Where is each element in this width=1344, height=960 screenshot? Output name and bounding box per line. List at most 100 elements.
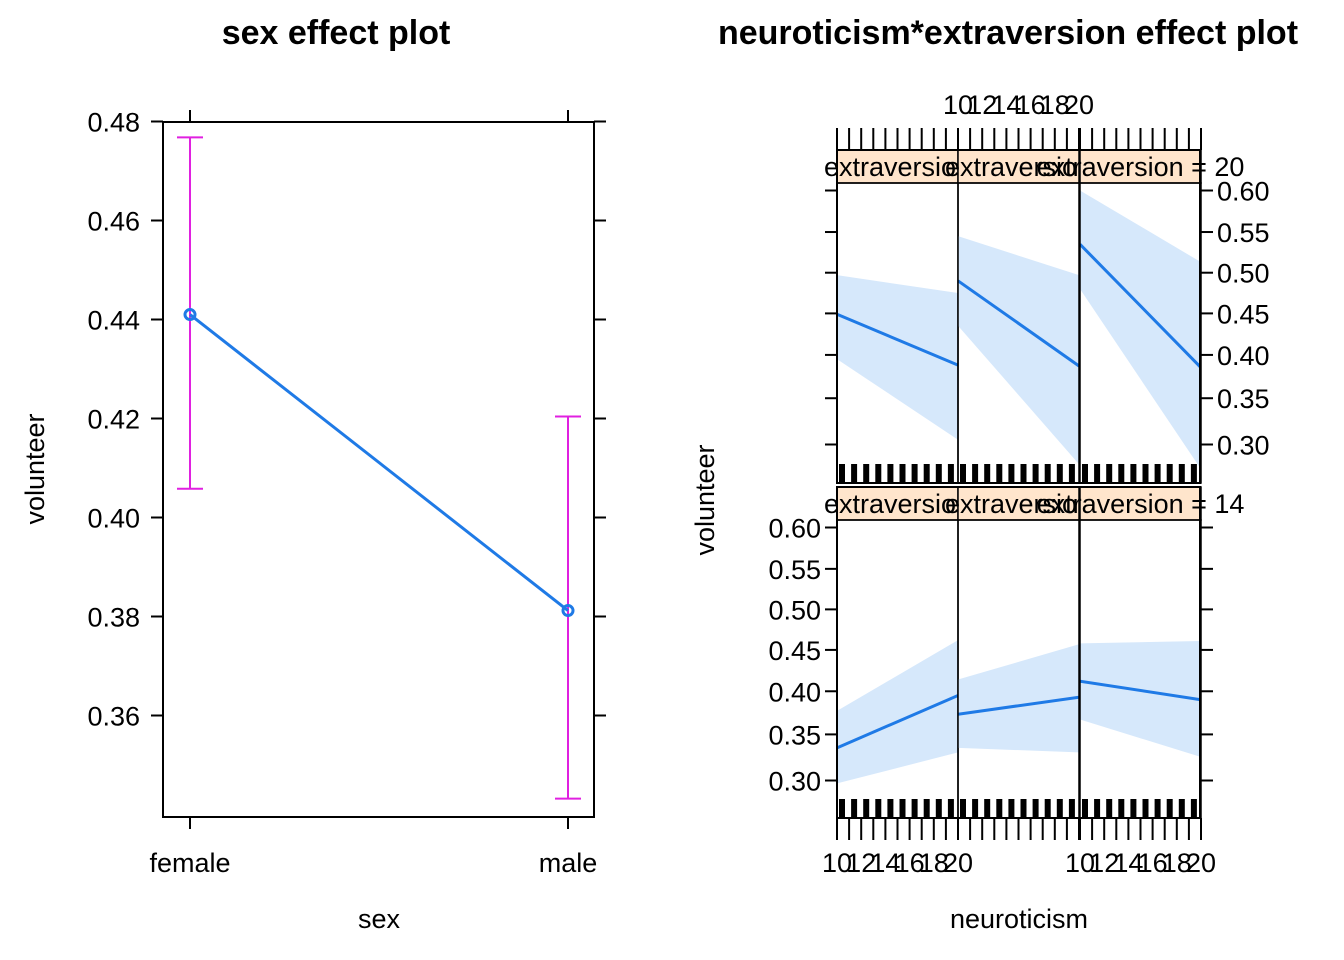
rug-mark <box>1044 799 1051 818</box>
rug-mark <box>899 464 906 483</box>
confidence-band <box>1080 190 1201 470</box>
rug-mark <box>996 799 1003 818</box>
y-tick-label: 0.36 <box>87 702 140 732</box>
x-tick-label-bottom: 16 <box>1138 848 1168 878</box>
chart-title-interaction: neuroticism*extraversion effect plot <box>718 14 1298 52</box>
panel-top-1: extraversion <box>945 149 1092 484</box>
rug-mark <box>1118 464 1125 483</box>
y-tick-label-left: 0.35 <box>768 720 821 750</box>
rug-mark <box>1106 799 1113 818</box>
y-tick-label-right: 0.35 <box>1217 384 1270 414</box>
effect-line <box>958 695 1079 716</box>
rug-mark <box>839 464 845 483</box>
rug-mark <box>1118 799 1125 818</box>
rug-mark <box>1094 799 1101 818</box>
rug-mark <box>1154 464 1161 483</box>
y-tick-label-left: 0.50 <box>768 595 821 625</box>
rug-mark <box>1056 464 1063 483</box>
rug-mark <box>851 464 858 483</box>
x-tick-label-male: male <box>539 848 598 878</box>
rug-mark <box>887 799 894 818</box>
rug-mark <box>972 799 979 818</box>
rug-mark <box>1142 464 1149 483</box>
rug-mark <box>935 799 942 818</box>
x-tick-label-female: female <box>149 848 230 878</box>
neuroticism-extraversion-effect-plot: neuroticism*extraversion effect plot neu… <box>690 14 1298 934</box>
rug-mark <box>1190 464 1197 483</box>
y-tick-label-left: 0.30 <box>768 767 821 797</box>
rug-mark <box>911 799 918 818</box>
effect-line <box>958 279 1079 368</box>
x-tick-label-top: 14 <box>991 90 1021 120</box>
confidence-band <box>1080 640 1201 757</box>
panel-plot-area <box>1080 190 1201 483</box>
rug-mark <box>1032 464 1039 483</box>
rug-mark <box>1178 464 1185 483</box>
y-tick-label-right: 0.30 <box>1217 431 1270 461</box>
y-tick-label-left: 0.45 <box>768 636 821 666</box>
panel-plot-area <box>958 236 1079 483</box>
y-tick-label: 0.46 <box>87 207 140 237</box>
rug-mark <box>875 799 882 818</box>
x-tick-label-top: 18 <box>1040 90 1070 120</box>
effect-line <box>1080 679 1201 702</box>
strip-label: extraversion <box>824 152 971 182</box>
x-tick-label-bottom: 10 <box>1065 848 1095 878</box>
x-tick-label-bottom: 20 <box>1186 848 1216 878</box>
chart-title-sex: sex effect plot <box>222 14 451 52</box>
rug-mark <box>863 464 870 483</box>
rug-mark <box>935 464 942 483</box>
rug-mark <box>863 799 870 818</box>
confidence-band <box>958 236 1079 465</box>
rug-mark <box>1154 799 1161 818</box>
panel-plot-area <box>1080 640 1201 818</box>
y-tick-label-right: 0.45 <box>1217 299 1270 329</box>
rug-mark <box>1056 799 1063 818</box>
x-tick-label-bottom: 14 <box>870 848 900 878</box>
rug-mark <box>1082 464 1088 483</box>
panel-top-0: extraversion <box>824 149 971 484</box>
sex-effect-plot: sex effect plot sex volunteer female male… <box>20 14 606 934</box>
y-tick-label-left: 0.55 <box>768 555 821 585</box>
x-tick-label-bottom: 12 <box>846 848 876 878</box>
rug-mark <box>1166 799 1173 818</box>
rug-mark <box>947 464 954 483</box>
strip-label: extraversion <box>824 489 971 519</box>
rug-mark <box>1130 799 1137 818</box>
rug-mark <box>1008 464 1015 483</box>
point-female <box>183 308 197 322</box>
rug-mark <box>1142 799 1149 818</box>
rug-mark <box>1178 799 1185 818</box>
panel-top-2: extraversion = 20 <box>1037 149 1244 484</box>
strip-label: extraversion <box>945 152 1092 182</box>
rug-mark <box>996 464 1003 483</box>
y-axis-label-sex: volunteer <box>20 413 50 524</box>
confidence-band <box>837 275 958 440</box>
rug-mark <box>947 799 954 818</box>
x-tick-label-bottom: 14 <box>1113 848 1143 878</box>
strip-background <box>1079 486 1202 521</box>
y-tick-label-right: 0.40 <box>1217 341 1270 371</box>
rug-mark <box>984 464 991 483</box>
x-tick-label-bottom: 16 <box>895 848 925 878</box>
panel-plot-area <box>837 275 958 483</box>
x-tick-label-bottom: 12 <box>1089 848 1119 878</box>
x-tick-label-top: 20 <box>1064 90 1094 120</box>
rug-mark <box>1166 464 1173 483</box>
y-tick-label-right: 0.50 <box>1217 259 1270 289</box>
rug-mark <box>960 464 966 483</box>
rug-mark <box>887 464 894 483</box>
rug-mark <box>984 799 991 818</box>
strip-label: extraversion <box>945 489 1092 519</box>
rug-mark <box>851 799 858 818</box>
rug-mark <box>1044 464 1051 483</box>
rug-mark <box>923 799 930 818</box>
rug-mark <box>923 464 930 483</box>
y-tick-label-right: 0.55 <box>1217 218 1270 248</box>
effect-line-sex <box>189 313 569 612</box>
rug-mark <box>1130 464 1137 483</box>
rug-mark <box>1020 799 1027 818</box>
y-tick-label-right: 0.60 <box>1217 177 1270 207</box>
rug-mark <box>1190 799 1197 818</box>
y-tick-label: 0.40 <box>87 504 140 534</box>
